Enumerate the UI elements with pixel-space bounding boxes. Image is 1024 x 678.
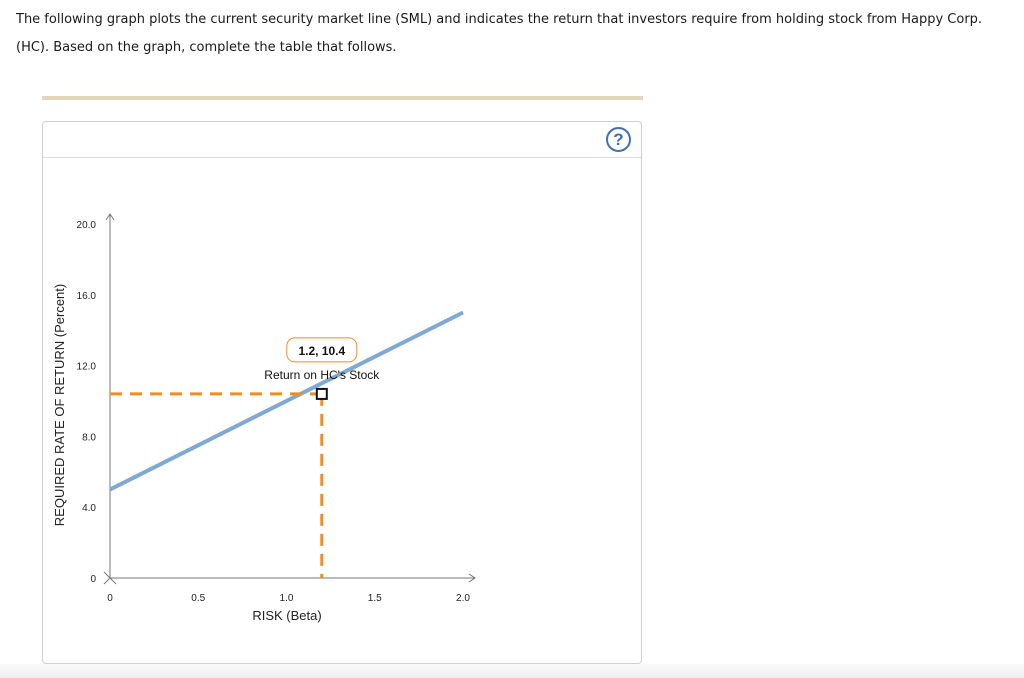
- divider: [42, 96, 643, 100]
- point-label: Return on HC's Stock: [264, 368, 380, 382]
- y-tick-label: 16.0: [77, 291, 97, 302]
- y-tick-labels: 0 4.0 8.0 12.0 16.0 20.0: [77, 220, 97, 585]
- y-axis-arrow-icon: [105, 213, 115, 221]
- y-tick-label: 0: [90, 574, 96, 585]
- y-tick-label: 4.0: [82, 503, 96, 514]
- y-axis-title: REQUIRED RATE OF RETURN (Percent): [52, 284, 67, 526]
- question-text: The following graph plots the current se…: [16, 6, 1016, 62]
- axes: [103, 213, 476, 585]
- x-tick-labels: 0 0.5 1.0 1.5 2.0: [107, 593, 470, 604]
- x-tick-label: 1.5: [368, 593, 382, 604]
- hc-stock-point[interactable]: [315, 387, 328, 400]
- sml-line: [109, 310, 464, 492]
- bottom-strip: [0, 664, 1024, 678]
- x-axis-title: RISK (Beta): [252, 608, 321, 623]
- point-value-text: 1.2, 10.4: [298, 344, 345, 358]
- question-line-2: (HC). Based on the graph, complete the t…: [16, 40, 397, 55]
- panel-header: ?: [43, 122, 641, 158]
- point-value-tag: [286, 337, 358, 363]
- x-tick-label: 1.0: [280, 593, 294, 604]
- x-tick-label: 2.0: [456, 593, 470, 604]
- x-axis-arrow-icon: [468, 573, 476, 583]
- help-icon[interactable]: ?: [606, 127, 631, 152]
- y-tick-label: 12.0: [77, 362, 97, 373]
- y-tick-label: 8.0: [82, 432, 96, 443]
- x-tick-label: 0: [107, 593, 113, 604]
- x-tick-label: 0.5: [191, 593, 205, 604]
- y-tick-label: 20.0: [77, 220, 97, 231]
- origin-arrow-icon: [103, 571, 117, 585]
- question-line-1: The following graph plots the current se…: [16, 12, 983, 27]
